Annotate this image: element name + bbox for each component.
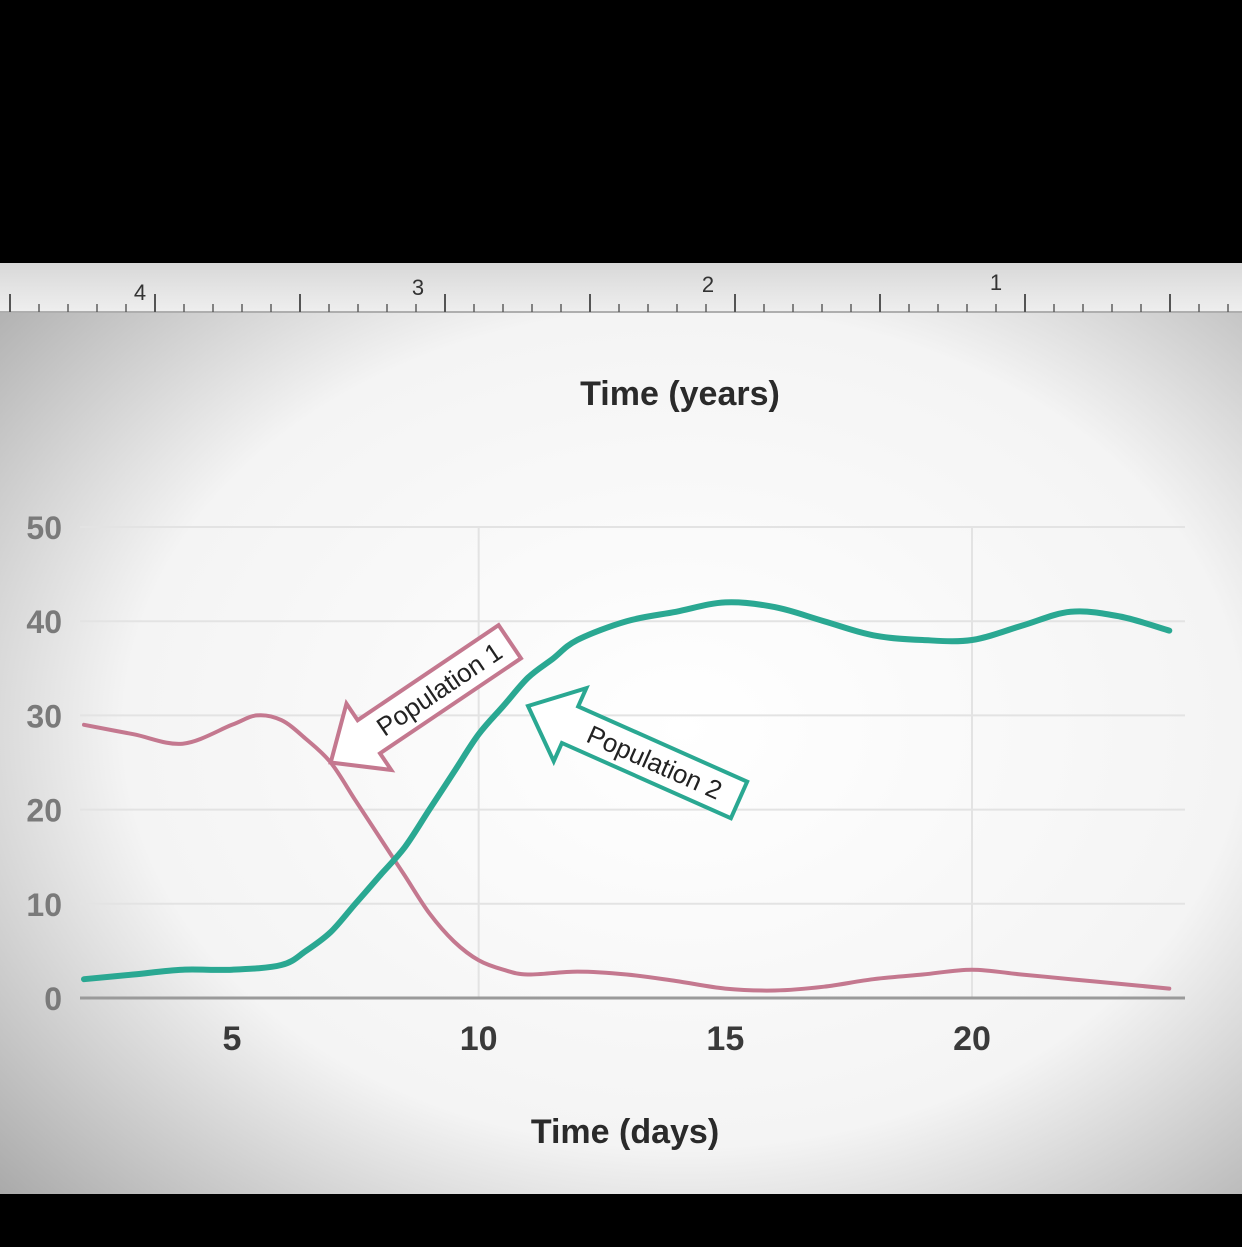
y-tick-label: 40: [26, 604, 62, 640]
ruler-band: [0, 263, 1242, 313]
top-axis-title: Time (years): [580, 375, 780, 413]
series-line-1: [82, 713, 1172, 993]
ruler-label: 4: [134, 280, 146, 305]
x-tick-label: 15: [706, 1020, 744, 1058]
ruler-minor-ticks: [9, 294, 1229, 312]
ruler-label: 1: [990, 270, 1002, 295]
ruler-label: 2: [702, 272, 714, 297]
x-tick-label: 5: [223, 1020, 242, 1058]
y-tick-label: 30: [26, 698, 62, 734]
y-tick-label: 0: [44, 981, 62, 1017]
population-2-callout-shape: [525, 684, 750, 821]
ruler-label: 3: [412, 275, 424, 300]
series-lines: [81, 599, 1173, 993]
series-line-2: [81, 599, 1173, 983]
ruler-labels: 4 3 2 1: [134, 270, 1002, 305]
population-1-callout-shape: [328, 622, 524, 773]
x-axis-title: Time (days): [531, 1113, 719, 1151]
x-tick-label: 10: [460, 1020, 498, 1058]
y-tick-label: 50: [26, 510, 62, 546]
y-tick-label: 10: [26, 887, 62, 923]
y-tick-label: 20: [26, 793, 62, 829]
axes: 0 10 20 30 40 50 5 10 15 20: [26, 510, 1185, 1058]
x-tick-label: 20: [953, 1020, 991, 1058]
